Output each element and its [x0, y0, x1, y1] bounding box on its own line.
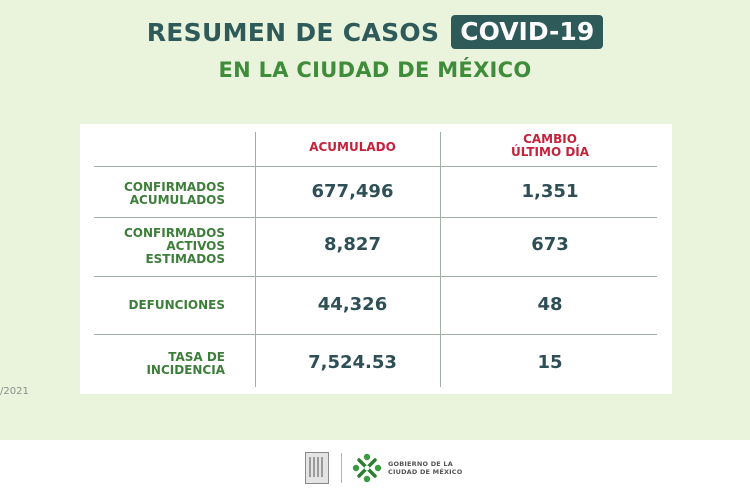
col-header-cambio: CAMBIO ÚLTIMO DÍA	[460, 133, 640, 159]
value-acumulado-defunciones: 44,326	[317, 294, 388, 315]
footer-logos: GOBIERNO DE LA CIUDAD DE MÉXICO	[305, 452, 462, 484]
row-divider-1	[94, 217, 657, 218]
row-divider-header	[94, 166, 657, 167]
value-acumulado-confirmados: 677,496	[311, 181, 394, 202]
value-acumulado-tasa: 7,524.53	[308, 352, 397, 373]
page-subtitle: EN LA CIUDAD DE MÉXICO	[218, 58, 532, 82]
value-acumulado-activos: 8,827	[324, 234, 381, 255]
column-divider-1	[255, 132, 256, 387]
cases-table: ACUMULADO CAMBIO ÚLTIMO DÍA CONFIRMADOS …	[80, 124, 672, 394]
gov-text: GOBIERNO DE LA CIUDAD DE MÉXICO	[388, 460, 462, 476]
row-divider-3	[94, 334, 657, 335]
value-cambio-confirmados: 1,351	[521, 181, 579, 202]
date-fragment: /2021	[0, 386, 29, 397]
row-label-tasa-incidencia: TASA DE INCIDENCIA	[146, 350, 225, 377]
col-header-cambio-line1: CAMBIO	[523, 132, 577, 146]
seal-icon	[305, 452, 329, 484]
title-row: RESUMEN DE CASOS COVID-19	[0, 15, 750, 49]
seal-pattern	[309, 457, 325, 477]
covid-badge: COVID-19	[451, 15, 604, 49]
gov-line2: CIUDAD DE MÉXICO	[388, 468, 463, 476]
col-header-acumulado: ACUMULADO	[309, 140, 396, 154]
column-divider-2	[440, 132, 441, 387]
logo-separator	[341, 453, 342, 483]
cdmx-logo-icon	[352, 453, 382, 483]
summary-slide: RESUMEN DE CASOS COVID-19 EN LA CIUDAD D…	[0, 0, 750, 440]
row-label-confirmados-acumulados: CONFIRMADOS ACUMULADOS	[124, 180, 225, 207]
gov-line1: GOBIERNO DE LA	[388, 460, 453, 468]
row-label-defunciones: DEFUNCIONES	[128, 298, 226, 312]
col-header-cambio-line2: ÚLTIMO DÍA	[510, 145, 590, 159]
value-cambio-activos: 673	[531, 234, 569, 255]
value-cambio-defunciones: 48	[537, 294, 563, 315]
row-label-confirmados-activos: CONFIRMADOS ACTIVOS ESTIMADOS	[124, 226, 225, 266]
row-divider-2	[94, 276, 657, 277]
value-cambio-tasa: 15	[537, 352, 563, 373]
page-title: RESUMEN DE CASOS	[146, 17, 440, 47]
